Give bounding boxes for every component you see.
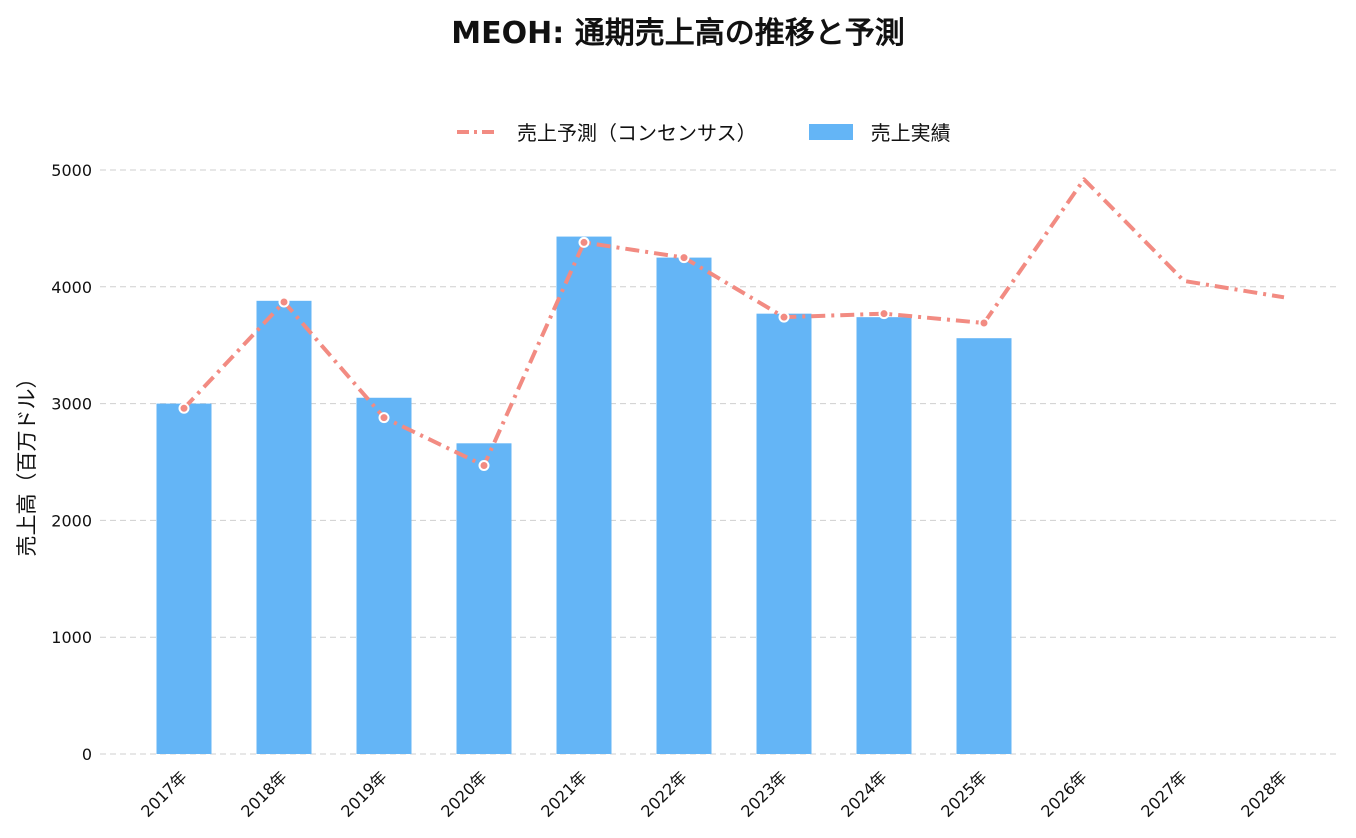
legend-forecast-label: 売上予測（コンセンサス） [517,121,757,145]
y-axis-ticks: 0 1000 2000 3000 4000 5000 [51,161,92,764]
y-tick-label: 5000 [51,161,92,180]
y-tick-label: 2000 [51,511,92,530]
chart-title: MEOH: 通期売上高の推移と予測 [451,16,905,51]
x-tick-label: 2024年 [837,767,891,821]
bar [256,300,312,754]
forecast-point [778,311,790,323]
y-tick-label: 3000 [51,395,92,414]
x-tick-label: 2025年 [937,767,991,821]
x-tick-label: 2021年 [537,767,591,821]
bar-series [156,236,1012,755]
legend: 売上予測（コンセンサス） 売上実績 [455,117,1003,146]
bar [656,257,712,754]
legend-actual-label: 売上実績 [870,121,951,145]
x-tick-label: 2017年 [137,767,191,821]
bar [956,338,1012,754]
grid-lines [100,169,1340,755]
x-tick-label: 2022年 [637,767,691,821]
y-tick-label: 0 [82,745,92,764]
legend-actual-swatch [808,123,853,140]
legend-forecast-swatch [457,129,497,134]
bar [556,236,612,755]
forecast-point [378,412,390,424]
bar [156,403,212,754]
forecast-point [978,317,990,329]
forecast-point [478,460,490,472]
forecast-point [278,296,290,308]
bar [856,317,912,754]
x-tick-label: 2028年 [1237,767,1291,821]
bar [456,443,512,754]
y-axis-label: 売上高（百万ドル） [15,368,39,557]
x-tick-label: 2026年 [1037,767,1091,821]
bar [356,397,412,754]
line-series [178,177,1285,472]
forecast-line [182,177,1285,468]
legend-item-forecast: 売上予測（コンセンサス） [455,117,757,146]
legend-item-actual: 売上実績 [808,117,951,146]
x-tick-label: 2023年 [737,767,791,821]
y-tick-label: 4000 [51,278,92,297]
forecast-point [678,252,690,264]
x-axis-ticks: 2017年 2018年 2019年 2020年 2021年 2022年 2023年 2024年… [137,767,1291,821]
x-tick-label: 2019年 [337,767,391,821]
forecast-point [178,402,190,414]
x-tick-label: 2018年 [237,767,291,821]
forecast-point [578,236,590,248]
y-tick-label: 1000 [51,628,92,647]
x-tick-label: 2020年 [437,767,491,821]
forecast-point [878,308,890,320]
bar [756,313,812,754]
x-tick-label: 2027年 [1137,767,1191,821]
